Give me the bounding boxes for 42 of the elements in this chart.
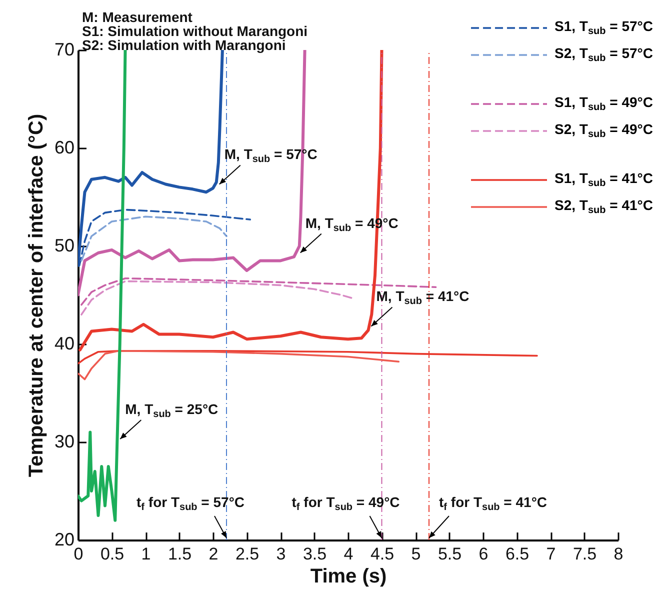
- x-tick-label: 2: [208, 544, 218, 564]
- x-tick-label: 4.5: [370, 544, 394, 564]
- line-series: [78, 50, 127, 522]
- annotation: t$_{f}$ for T$_{sub}$ = 57°C: [136, 494, 245, 513]
- y-tick-label: 50: [54, 236, 74, 256]
- x-tick-label: 0: [74, 544, 84, 564]
- x-tick-label: 3.5: [302, 544, 327, 564]
- text: S1, T$_{sub}$ = 57°C: [554, 18, 653, 37]
- text: S2, T$_{sub}$ = 41°C: [554, 197, 653, 216]
- text: S2, T$_{sub}$ = 49°C: [554, 121, 653, 140]
- x-tick-label: 2.5: [235, 544, 260, 564]
- line-series: [80, 216, 228, 262]
- y-tick-label: 40: [54, 334, 74, 354]
- x-tick-label: 7: [546, 544, 556, 564]
- y-tick-label: 70: [54, 40, 74, 60]
- text: S1: Simulation without Marangoni: [82, 23, 308, 39]
- x-tick-label: 5.5: [438, 544, 462, 564]
- x-tick-label: 4: [344, 544, 354, 564]
- text: S1, T$_{sub}$ = 41°C: [554, 170, 653, 189]
- annotation: M, T$_{sub}$ = 25°C: [125, 401, 218, 420]
- x-tick-label: 1: [141, 544, 151, 564]
- x-tick-label: 5: [411, 544, 421, 564]
- text: S1, T$_{sub}$ = 49°C: [554, 94, 653, 113]
- y-tick-label: 60: [54, 138, 74, 158]
- annotation: t$_{f}$ for T$_{sub}$ = 41°C: [439, 494, 548, 513]
- x-tick-label: 7.5: [572, 544, 597, 564]
- x-tick-label: 6: [478, 544, 488, 564]
- line-series: [80, 280, 352, 316]
- annotation: t$_{f}$ for T$_{sub}$ = 49°C: [292, 494, 400, 513]
- text: S2, T$_{sub}$ = 57°C: [554, 45, 653, 64]
- line-series: [78, 350, 400, 380]
- x-tick-label: 0.5: [100, 544, 124, 564]
- y-axis-title: Temperature at center of interface (°C): [25, 114, 48, 478]
- text: M: Measurement: [82, 9, 194, 25]
- x-axis-title: Time (s): [310, 566, 387, 588]
- x-tick-label: 3: [276, 544, 286, 564]
- x-tick-label: 6.5: [505, 544, 530, 564]
- y-tick-label: 30: [54, 432, 74, 452]
- x-tick-label: 1.5: [168, 544, 192, 564]
- annotation: M, T$_{sub}$ = 41°C: [376, 288, 470, 308]
- x-tick-label: 8: [614, 544, 624, 564]
- y-tick-label: 20: [54, 530, 74, 550]
